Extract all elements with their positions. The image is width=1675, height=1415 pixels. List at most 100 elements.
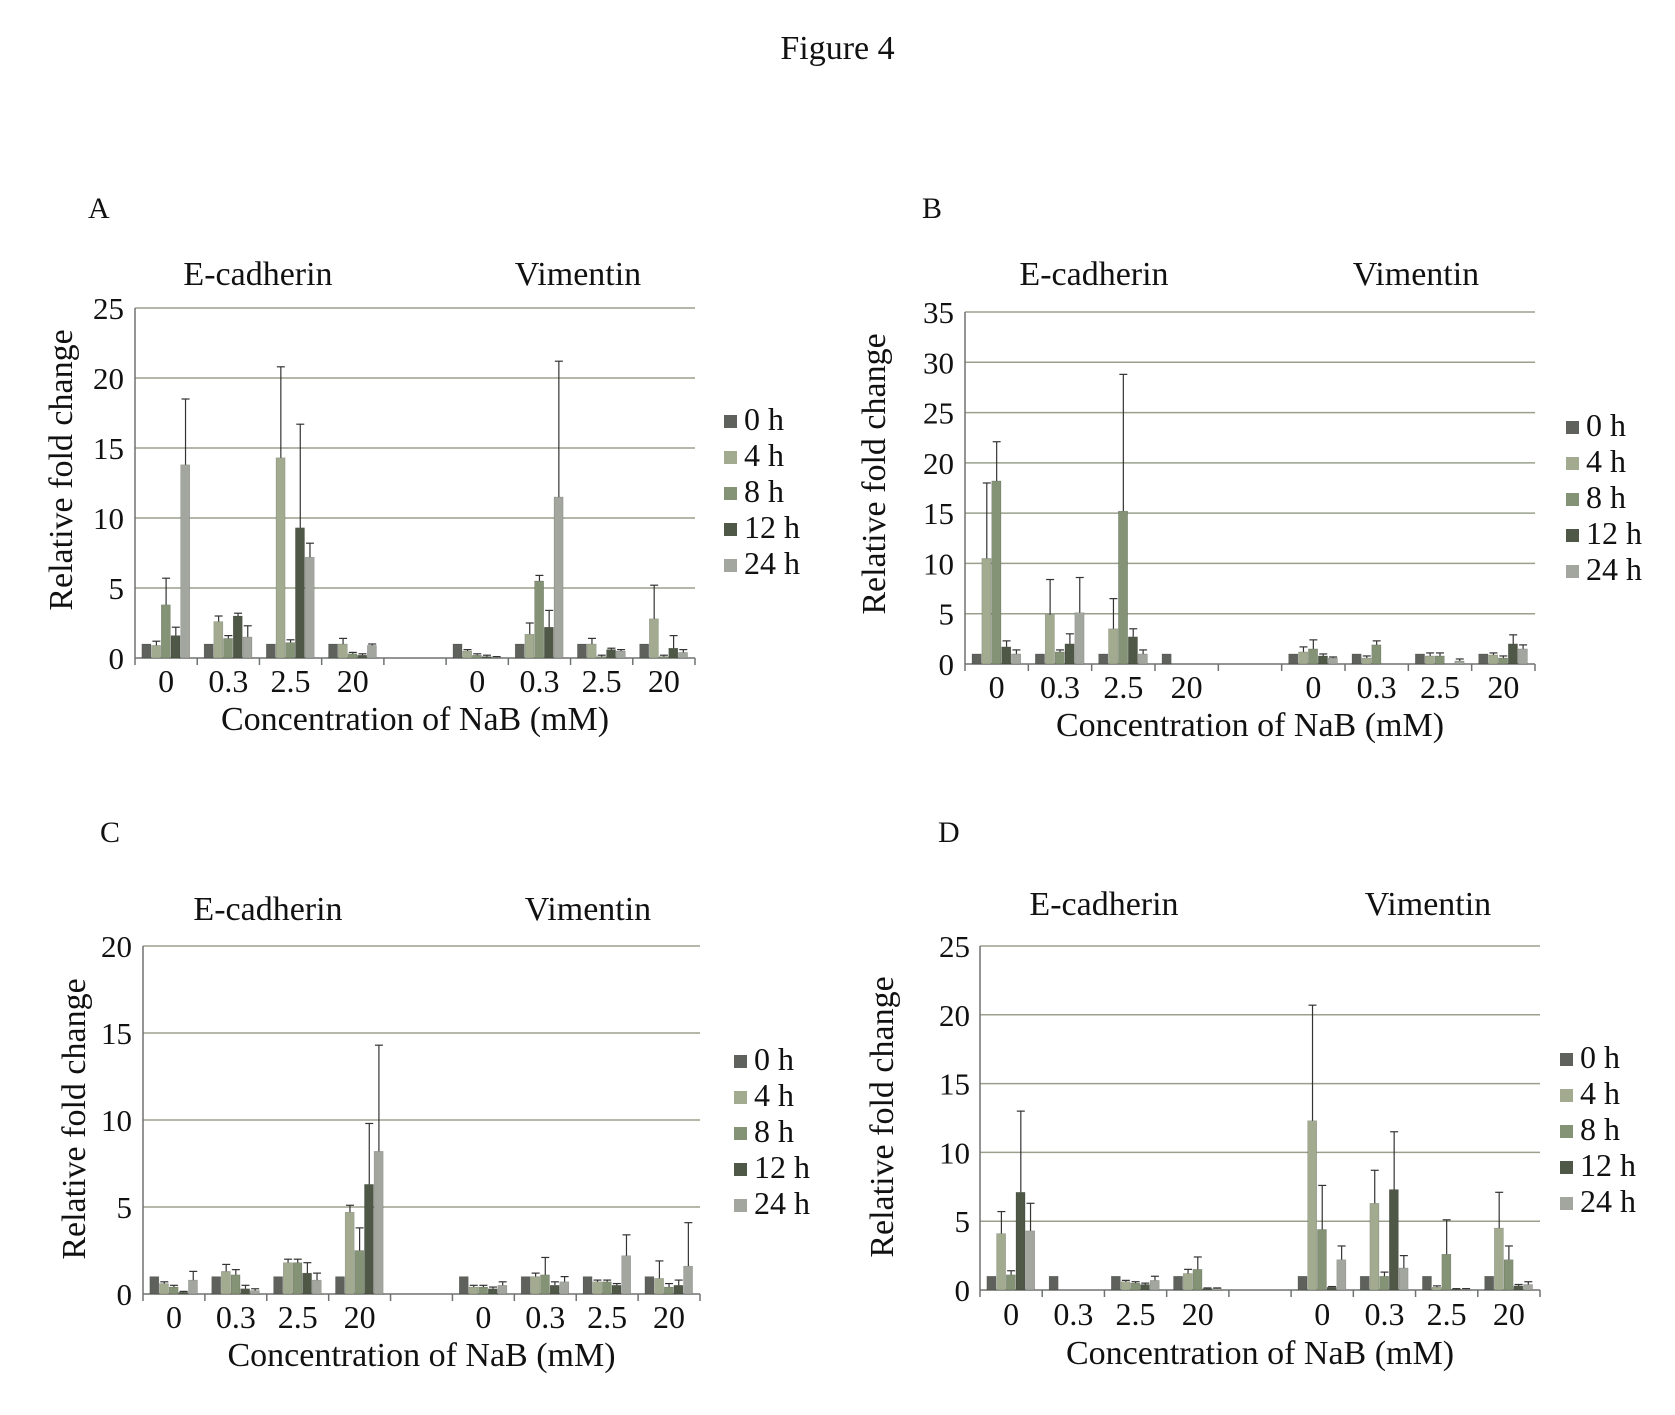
bar xyxy=(159,1283,169,1295)
bar xyxy=(273,1276,283,1295)
bar xyxy=(1130,1282,1141,1291)
bar xyxy=(1001,646,1012,665)
bar xyxy=(592,1281,602,1295)
bar xyxy=(178,1292,189,1295)
bar xyxy=(266,643,276,659)
bar xyxy=(1044,614,1055,665)
bar xyxy=(213,621,224,659)
y-axis-label: Relative fold change xyxy=(864,976,901,1257)
legend-label: 4 h xyxy=(1586,443,1626,479)
bar xyxy=(1064,643,1075,665)
bar xyxy=(1118,510,1128,665)
bar xyxy=(1120,1281,1131,1291)
legend-swatch xyxy=(724,523,737,536)
bar xyxy=(1422,1275,1432,1291)
x-axis-label: Concentration of NaB (mM) xyxy=(1056,707,1444,744)
bar xyxy=(1128,636,1138,665)
legend-label: 4 h xyxy=(744,437,784,473)
bar xyxy=(1297,1275,1308,1291)
bar xyxy=(678,652,688,659)
bar xyxy=(530,1276,541,1295)
legend-swatch xyxy=(1560,1089,1573,1102)
group-label: Vimentin xyxy=(525,891,651,928)
bar xyxy=(514,643,525,659)
legend-label: 0 h xyxy=(754,1041,794,1077)
x-axis-label: Concentration of NaB (mM) xyxy=(227,1337,615,1374)
bar xyxy=(1424,655,1435,665)
bar xyxy=(161,604,171,659)
bar xyxy=(468,1286,479,1295)
bar xyxy=(240,1288,250,1295)
bar xyxy=(971,653,982,665)
y-tick-label: 25 xyxy=(93,291,124,326)
bar xyxy=(549,1285,560,1295)
y-tick-label: 10 xyxy=(101,1103,132,1138)
group-label: Vimentin xyxy=(1365,886,1491,923)
legend-label: 8 h xyxy=(1586,479,1626,515)
bar xyxy=(285,642,296,659)
bar xyxy=(1454,660,1465,665)
bar xyxy=(1006,1274,1016,1291)
legend-label: 0 h xyxy=(1580,1039,1620,1075)
bar xyxy=(683,1265,693,1295)
bar xyxy=(1389,1189,1399,1291)
bar xyxy=(1478,653,1489,665)
bar xyxy=(1434,655,1445,665)
legend-label: 0 h xyxy=(744,401,784,437)
bar xyxy=(302,1272,312,1295)
bar xyxy=(1351,653,1362,665)
x-tick-label: 0.3 xyxy=(216,1299,256,1335)
bar xyxy=(478,1286,488,1295)
bar xyxy=(1307,1120,1318,1291)
bar xyxy=(472,654,482,659)
y-axis-label: Relative fold change xyxy=(856,333,893,614)
bar xyxy=(242,636,253,659)
x-tick-label: 0.3 xyxy=(519,663,559,699)
y-tick-label: 5 xyxy=(939,597,955,632)
y-tick-label: 20 xyxy=(93,361,124,396)
bar xyxy=(487,1288,498,1295)
x-tick-label: 0.3 xyxy=(1040,669,1080,705)
legend-swatch xyxy=(1560,1125,1573,1138)
x-tick-label: 2.5 xyxy=(587,1299,627,1335)
legend-label: 8 h xyxy=(744,473,784,509)
bar xyxy=(1451,1289,1461,1291)
x-tick-label: 0 xyxy=(158,663,174,699)
panel-c: C E-cadherin Vimentin 0 5 10 15 20 0 0.3 2.5 20 0 0.3… xyxy=(56,816,810,1374)
legend-label: 12 h xyxy=(744,509,800,545)
x-tick-label: 0.3 xyxy=(208,663,248,699)
y-tick-label: 10 xyxy=(939,1135,970,1170)
legend-swatch xyxy=(1566,529,1579,542)
panel-letter: C xyxy=(100,816,120,849)
x-tick-label: 0 xyxy=(166,1299,182,1335)
bar xyxy=(1011,653,1022,665)
bar xyxy=(582,1276,593,1295)
bar xyxy=(1048,1275,1059,1291)
bar xyxy=(223,638,233,659)
bar xyxy=(586,643,597,659)
bar xyxy=(282,1262,293,1295)
x-tick-label: 0 xyxy=(1003,1296,1019,1332)
bar xyxy=(639,643,649,659)
bar xyxy=(1441,1253,1452,1291)
bar xyxy=(221,1271,231,1295)
x-tick-label: 20 xyxy=(1487,669,1519,705)
x-tick-label: 2.5 xyxy=(1103,669,1143,705)
bar xyxy=(606,649,616,659)
bar xyxy=(621,1255,631,1295)
x-tick-label: 20 xyxy=(1493,1296,1525,1332)
bar xyxy=(211,1276,222,1295)
legend-label: 24 h xyxy=(744,545,800,581)
bar xyxy=(335,1276,345,1295)
y-tick-label: 5 xyxy=(109,571,125,606)
bar xyxy=(1503,1259,1514,1291)
bar xyxy=(357,654,367,659)
bar xyxy=(615,650,626,659)
bar xyxy=(292,1262,303,1295)
x-tick-label: 0.3 xyxy=(1357,669,1397,705)
bar xyxy=(344,1211,355,1295)
x-tick-label: 0.3 xyxy=(525,1299,565,1335)
legend-swatch xyxy=(1566,493,1579,506)
bar xyxy=(644,1276,655,1295)
